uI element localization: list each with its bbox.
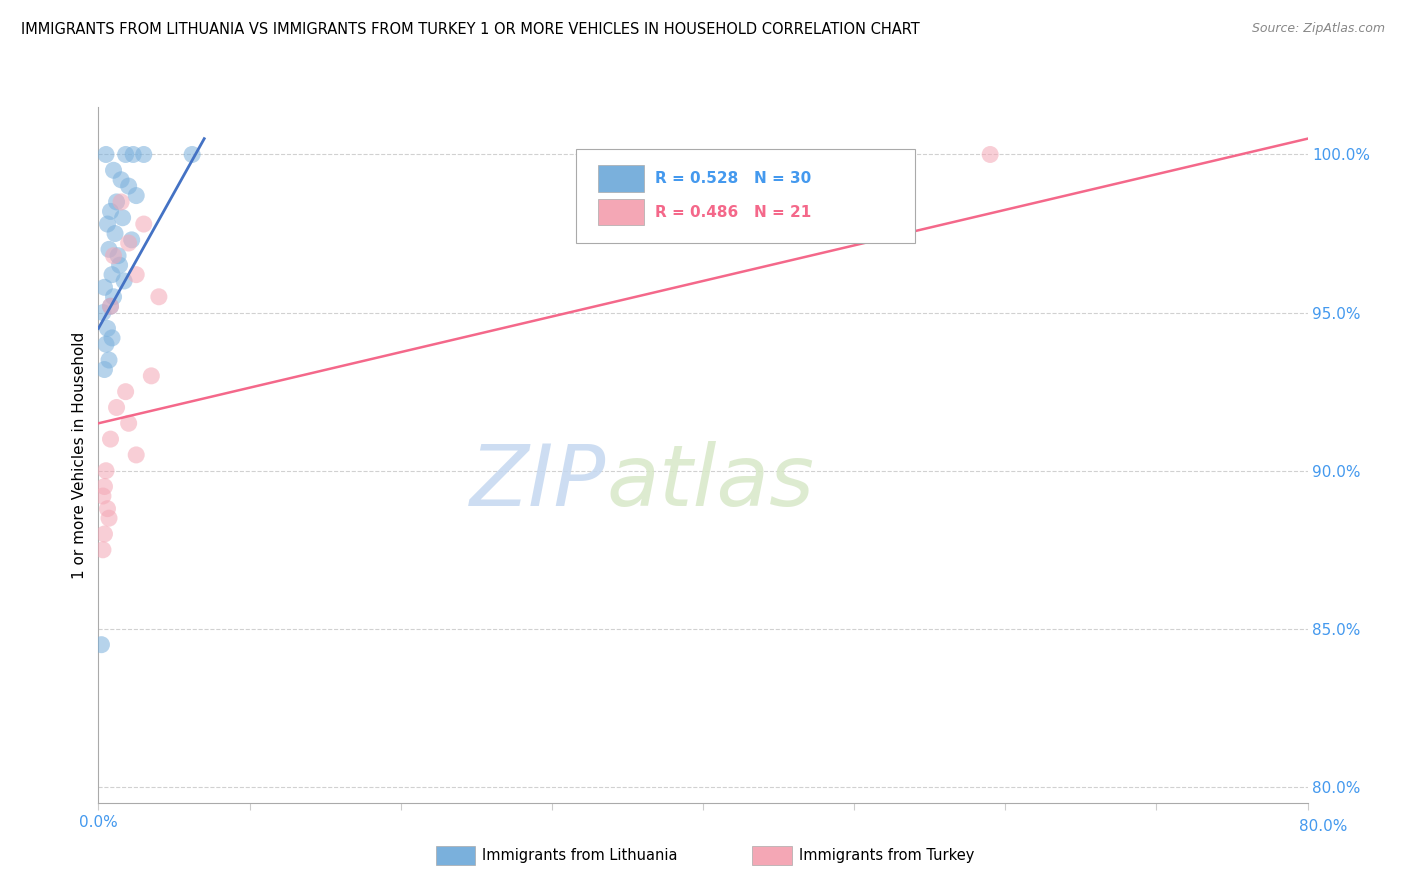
Point: [103, 290, 125, 304]
Point: [98, 353, 121, 368]
Point: [96, 501, 118, 516]
Point: [118, 417, 141, 431]
Point: [118, 179, 141, 194]
Text: R = 0.528   N = 30: R = 0.528 N = 30: [655, 171, 811, 186]
Point: [105, 194, 128, 209]
Point: [100, 204, 122, 219]
Point: [979, 147, 1001, 161]
Point: [107, 249, 129, 263]
Point: [114, 384, 136, 399]
Point: [90, 638, 112, 652]
Y-axis label: 1 or more Vehicles in Household: 1 or more Vehicles in Household: [72, 331, 87, 579]
Point: [93, 479, 115, 493]
FancyBboxPatch shape: [598, 199, 644, 226]
Text: atlas: atlas: [606, 442, 814, 524]
Point: [101, 331, 124, 345]
Point: [98, 243, 121, 257]
Point: [96, 321, 118, 335]
Point: [118, 235, 141, 250]
Text: Immigrants from Lithuania: Immigrants from Lithuania: [482, 848, 678, 863]
Text: Source: ZipAtlas.com: Source: ZipAtlas.com: [1251, 22, 1385, 36]
Point: [91, 305, 114, 319]
Text: ZIP: ZIP: [470, 442, 606, 524]
Point: [111, 211, 134, 225]
Text: IMMIGRANTS FROM LITHUANIA VS IMMIGRANTS FROM TURKEY 1 OR MORE VEHICLES IN HOUSEH: IMMIGRANTS FROM LITHUANIA VS IMMIGRANTS …: [21, 22, 920, 37]
Text: R = 0.486   N = 21: R = 0.486 N = 21: [655, 204, 811, 219]
Point: [110, 194, 132, 209]
Point: [93, 362, 115, 376]
Point: [122, 147, 145, 161]
Point: [103, 249, 125, 263]
Point: [93, 280, 115, 294]
Point: [100, 299, 122, 313]
Point: [103, 163, 125, 178]
Point: [132, 217, 155, 231]
Point: [132, 147, 155, 161]
Point: [94, 337, 117, 351]
Point: [125, 188, 148, 202]
Point: [100, 432, 122, 446]
Point: [101, 268, 124, 282]
Point: [141, 368, 163, 383]
Point: [94, 464, 117, 478]
Point: [94, 147, 117, 161]
Point: [114, 147, 136, 161]
FancyBboxPatch shape: [598, 166, 644, 192]
Point: [98, 511, 121, 525]
Text: Immigrants from Turkey: Immigrants from Turkey: [799, 848, 974, 863]
Point: [110, 173, 132, 187]
Text: 80.0%: 80.0%: [1299, 820, 1347, 834]
Point: [125, 268, 148, 282]
Point: [93, 527, 115, 541]
Point: [91, 489, 114, 503]
Point: [125, 448, 148, 462]
Point: [112, 274, 135, 288]
Point: [104, 227, 127, 241]
Point: [108, 258, 131, 272]
Point: [105, 401, 128, 415]
Point: [100, 299, 122, 313]
FancyBboxPatch shape: [576, 149, 915, 243]
Point: [148, 290, 170, 304]
Point: [96, 217, 118, 231]
Point: [121, 233, 143, 247]
Point: [181, 147, 204, 161]
Point: [91, 542, 114, 557]
